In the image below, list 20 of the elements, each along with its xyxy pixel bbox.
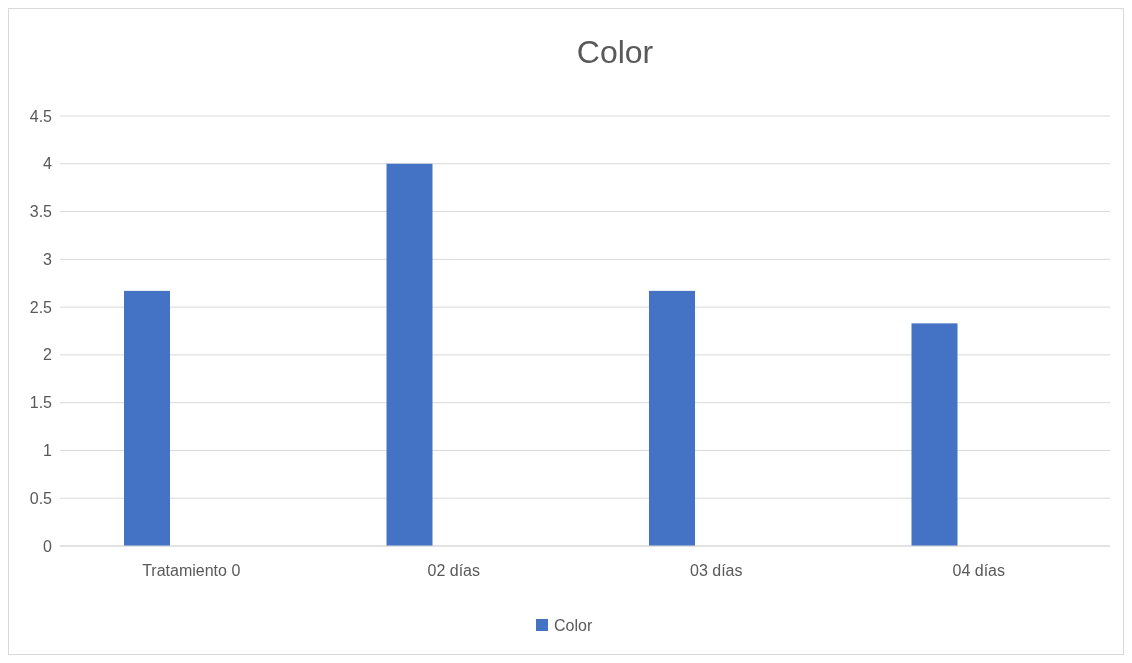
- y-tick-label: 0: [43, 537, 53, 555]
- y-tick-label: 2: [43, 346, 53, 364]
- bar: [649, 290, 695, 546]
- legend-label: Color: [554, 616, 593, 634]
- y-tick-label: 3: [43, 250, 53, 268]
- bar: [386, 163, 433, 546]
- x-tick-label: 04 días: [952, 562, 1005, 579]
- chart-title: Color: [576, 34, 654, 70]
- x-tick-label: 02 días: [427, 562, 480, 579]
- y-tick-label: 0.5: [29, 489, 53, 507]
- bar: [124, 290, 170, 546]
- y-tick-label: 1: [43, 442, 53, 460]
- x-tick-label: Tratamiento 0: [142, 562, 241, 579]
- bar: [911, 323, 958, 546]
- y-tick-label: 4.5: [29, 107, 53, 125]
- y-tick-label: 2.5: [29, 298, 53, 316]
- y-tick-label: 4: [43, 155, 53, 173]
- y-tick-label: 1.5: [29, 394, 53, 412]
- y-tick-label: 3.5: [29, 203, 53, 221]
- x-tick-label: 03 días: [690, 562, 743, 579]
